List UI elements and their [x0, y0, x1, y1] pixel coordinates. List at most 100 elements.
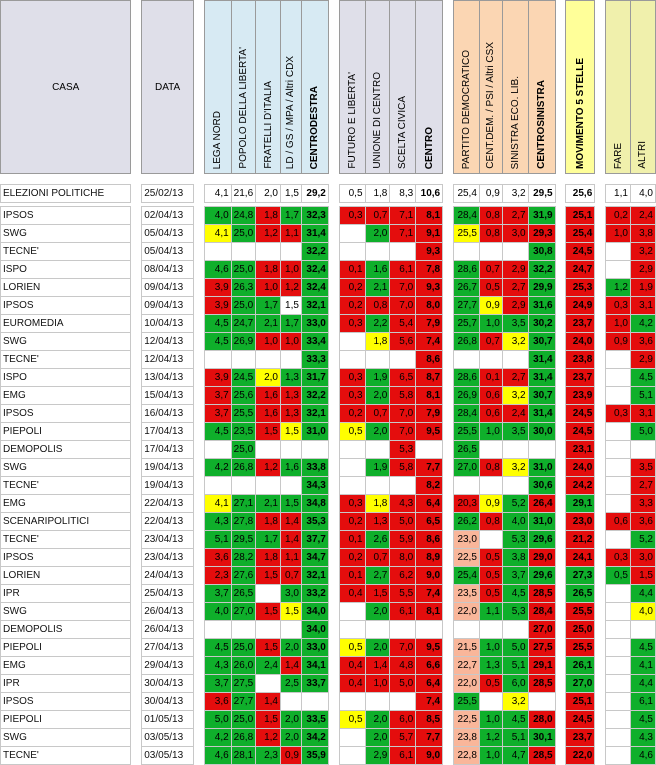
value-cell-udc: 2,2	[364, 314, 391, 333]
value-text: 5,0	[214, 713, 229, 725]
value-text: 27,8	[233, 515, 254, 527]
value-cell-centrosinistra: 29,0	[527, 548, 556, 567]
value-cell-cent-dem	[478, 440, 503, 459]
value-text: 8,6	[426, 353, 441, 365]
value-cell-centro: 6,4	[415, 674, 444, 693]
value-cell-altri: 3,1	[629, 404, 656, 423]
value-cell-scelta-civica	[389, 350, 417, 369]
value-text: 0,7	[373, 209, 388, 221]
value-cell-fdi	[255, 584, 281, 603]
value-text: 0,3	[348, 497, 363, 509]
value-text: 0,3	[348, 209, 363, 221]
value-text: 32,4	[306, 263, 326, 275]
separator	[130, 206, 143, 225]
value-cell-pd: 25,4	[452, 184, 480, 203]
value-cell-scelta-civica: 6,0	[389, 710, 417, 729]
value-cell-fdi: 2,4	[255, 656, 281, 675]
separator	[193, 458, 205, 477]
value-cell-lega-nord: 3,6	[203, 692, 232, 711]
value-cell-altri: 1,5	[629, 566, 656, 585]
value-cell-fare	[605, 260, 631, 279]
value-text: 1,5	[285, 187, 299, 199]
value-cell-centrodestra: 32,2	[300, 386, 329, 405]
date-cell: 05/04/13	[141, 242, 195, 261]
value-cell-fdi: 1,0	[255, 278, 281, 297]
separator	[442, 494, 454, 513]
table-row: LORIEN 24/04/13 2,3 27,6 1,5 0,7 32,1 0,1 2,7 6,2…	[0, 566, 656, 585]
value-cell-centrodestra: 31,7	[300, 368, 329, 387]
header-fli-label: FUTURO E LIBERTA'	[346, 72, 358, 169]
value-cell-centrodestra: 32,3	[300, 206, 329, 225]
value-text: 32,1	[306, 299, 326, 311]
value-text: 1,5	[264, 641, 278, 653]
value-cell-m5s: 25,3	[565, 278, 596, 297]
value-text: 2,7	[373, 569, 388, 581]
value-cell-fare	[605, 602, 631, 621]
date-cell: 09/04/13	[141, 278, 195, 297]
value-text: 4,5	[214, 317, 229, 329]
value-cell-fli	[338, 350, 366, 369]
value-text: 7,1	[399, 227, 414, 239]
value-text: 1,2	[285, 281, 299, 293]
separator	[594, 566, 607, 585]
separator	[327, 368, 340, 387]
value-cell-sel: 3,0	[501, 224, 529, 243]
value-text: 0,2	[348, 281, 363, 293]
value-text: 1,4	[285, 659, 299, 671]
separator	[327, 512, 340, 531]
value-text: 24,5	[233, 371, 254, 383]
value-text: 25,6	[233, 389, 254, 401]
value-cell-fli	[338, 746, 366, 765]
value-cell-udc: 2,0	[364, 602, 391, 621]
value-text: 32,2	[533, 263, 553, 275]
value-cell-centrodestra: 32,4	[300, 260, 329, 279]
value-text: 4,0	[214, 605, 229, 617]
value-cell-udc	[364, 620, 391, 639]
separator	[327, 386, 340, 405]
value-cell-altri: 3,5	[629, 458, 656, 477]
value-cell-centrodestra: 32,1	[300, 566, 329, 585]
value-text: 26,9	[233, 335, 254, 347]
separator	[130, 242, 143, 261]
value-text: 26,0	[233, 659, 254, 671]
value-text: 9,0	[426, 569, 441, 581]
separator	[327, 296, 340, 315]
value-cell-udc: 1,8	[364, 494, 391, 513]
separator	[594, 368, 607, 387]
table-row: IPSOS 30/04/13 3,6 27,7 1,4 7,4 25,5 3,2 25,1 6,1	[0, 692, 656, 711]
value-cell-fare	[605, 746, 631, 765]
value-cell-m5s: 25,5	[565, 602, 596, 621]
value-cell-sel: 5,1	[501, 728, 529, 747]
value-cell-sel: 2,7	[501, 278, 529, 297]
value-cell-udc	[364, 242, 391, 261]
value-cell-centrosinistra: 28,5	[527, 674, 556, 693]
date-cell: 29/04/13	[141, 656, 195, 675]
value-text: 33,3	[306, 353, 326, 365]
value-cell-sel: 4,0	[501, 512, 529, 531]
value-text: 3,9	[214, 371, 229, 383]
table-row: IPR 25/04/13 3,7 26,5 3,0 33,2 0,4 1,5 5,5 7,4 23,…	[0, 584, 656, 603]
separator	[193, 494, 205, 513]
value-cell-pdl: 26,5	[230, 584, 257, 603]
value-cell-scelta-civica: 5,8	[389, 458, 417, 477]
value-cell-sel: 3,2	[501, 692, 529, 711]
value-cell-pdl: 29,5	[230, 530, 257, 549]
separator	[327, 692, 340, 711]
value-text: 1,7	[285, 209, 299, 221]
separator	[193, 656, 205, 675]
value-cell-centrodestra: 34,1	[300, 656, 329, 675]
value-text: 28,5	[533, 749, 553, 761]
separator	[442, 530, 454, 549]
value-cell-pd	[452, 350, 480, 369]
separator	[594, 710, 607, 729]
poll-body: ELEZIONI POLITICHE 25/02/13 4,1 21,6 2,0 1,5 2…	[0, 184, 656, 765]
value-text: 22,8	[457, 749, 477, 761]
value-text: 0,1	[348, 263, 363, 275]
separator	[554, 692, 567, 711]
table-row: ISPO 13/04/13 3,9 24,5 2,0 1,3 31,7 0,3 1,9 6,5 8,…	[0, 368, 656, 387]
value-cell-centrodestra: 37,7	[300, 530, 329, 549]
value-cell-centrosinistra: 30,1	[527, 728, 556, 747]
value-cell-scelta-civica: 7,0	[389, 278, 417, 297]
value-cell-lega-nord: 5,1	[203, 530, 232, 549]
value-cell-cent-dem: 0,7	[478, 260, 503, 279]
